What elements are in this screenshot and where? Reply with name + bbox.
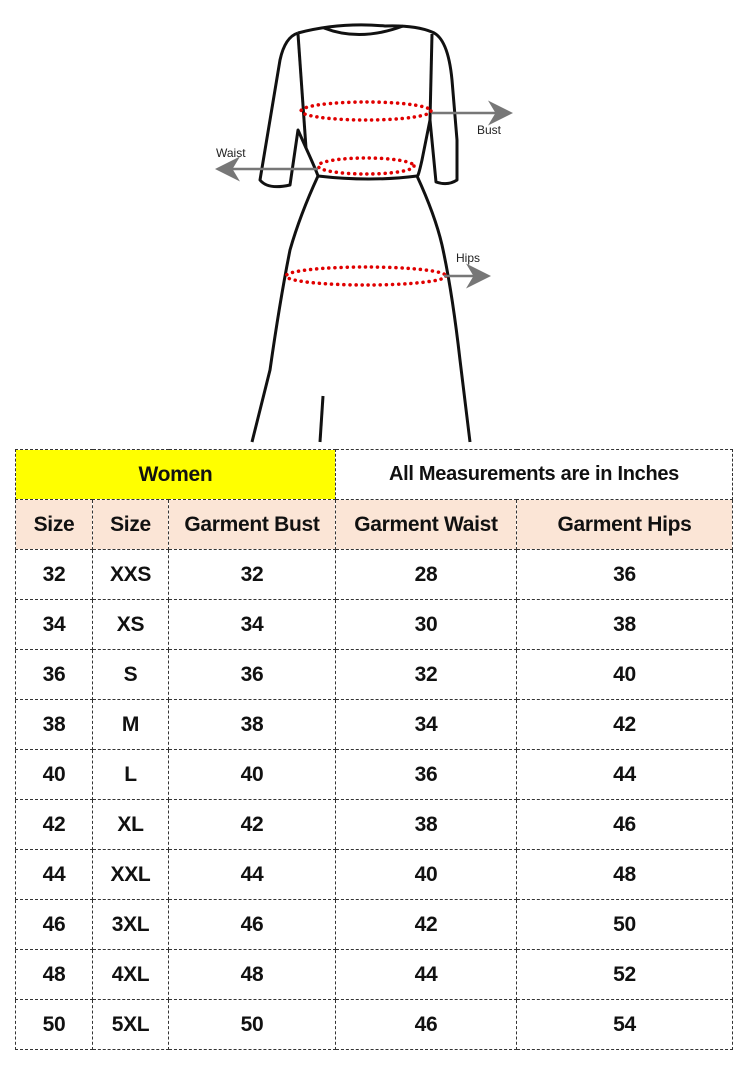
- table-cell: 32: [15, 549, 93, 600]
- table-cell: 42: [515, 699, 734, 750]
- table-cell: 48: [515, 849, 734, 900]
- table-cell: 46: [335, 999, 517, 1050]
- table-cell: 50: [515, 899, 734, 950]
- table-row: 34 XS 34 30 38: [15, 599, 734, 650]
- table-cell: 40: [15, 749, 93, 800]
- table-cell: 44: [15, 849, 93, 900]
- dress-measurement-diagram: Bust Waist Hips: [215, 23, 513, 443]
- table-cell: XS: [92, 599, 169, 650]
- bust-label: Bust: [477, 123, 502, 137]
- table-cell: XXS: [92, 549, 169, 600]
- waist-label: Waist: [216, 146, 246, 160]
- units-note: All Measurements are in Inches: [334, 449, 734, 500]
- table-cell: XXL: [92, 849, 169, 900]
- table-row: 36 S 36 32 40: [15, 649, 734, 700]
- table-cell: 48: [168, 949, 336, 1000]
- table-cell: 36: [335, 749, 517, 800]
- column-header: Garment Waist: [335, 499, 517, 550]
- table-cell: 34: [15, 599, 93, 650]
- table-cell: 46: [515, 799, 734, 850]
- table-cell: XL: [92, 799, 169, 850]
- table-cell: 44: [168, 849, 336, 900]
- table-cell: 46: [15, 899, 93, 950]
- table-row: 42 XL 42 38 46: [15, 799, 734, 850]
- table-cell: 42: [168, 799, 336, 850]
- table-cell: 36: [168, 649, 336, 700]
- table-cell: 38: [168, 699, 336, 750]
- table-row: 50 5XL 50 46 54: [15, 999, 734, 1050]
- table-cell: 36: [15, 649, 93, 700]
- hips-label: Hips: [456, 251, 480, 265]
- table-cell: 34: [335, 699, 517, 750]
- table-cell: 3XL: [92, 899, 169, 950]
- table-cell: 42: [15, 799, 93, 850]
- table-cell: 52: [515, 949, 734, 1000]
- column-header: Size: [15, 499, 93, 550]
- table-cell: 38: [515, 599, 734, 650]
- table-cell: 40: [335, 849, 517, 900]
- table-cell: S: [92, 649, 169, 700]
- table-cell: 44: [335, 949, 517, 1000]
- table-cell: 32: [168, 549, 336, 600]
- table-cell: 5XL: [92, 999, 169, 1050]
- table-cell: 38: [335, 799, 517, 850]
- column-header: Size: [92, 499, 169, 550]
- table-cell: 36: [515, 549, 734, 600]
- table-cell: M: [92, 699, 169, 750]
- dress-outline: [250, 23, 472, 443]
- table-cell: 40: [168, 749, 336, 800]
- title-row: Women All Measurements are in Inches: [15, 449, 734, 500]
- size-chart-table: Women All Measurements are in Inches Siz…: [15, 449, 734, 1050]
- table-row: 48 4XL 48 44 52: [15, 949, 734, 1000]
- table-cell: 32: [335, 649, 517, 700]
- table-cell: L: [92, 749, 169, 800]
- table-cell: 4XL: [92, 949, 169, 1000]
- column-header: Garment Hips: [515, 499, 734, 550]
- table-row: 38 M 38 34 42: [15, 699, 734, 750]
- table-row: 40 L 40 36 44: [15, 749, 734, 800]
- table-cell: 38: [15, 699, 93, 750]
- table-cell: 42: [335, 899, 517, 950]
- table-title: Women: [15, 449, 336, 500]
- table-cell: 48: [15, 949, 93, 1000]
- measurement-arrows: [215, 100, 513, 289]
- table-cell: 50: [168, 999, 336, 1050]
- table-cell: 28: [335, 549, 517, 600]
- table-row: 44 XXL 44 40 48: [15, 849, 734, 900]
- table-cell: 50: [15, 999, 93, 1050]
- header-row: Size Size Garment Bust Garment Waist Garment…: [15, 499, 734, 550]
- table-cell: 44: [515, 749, 734, 800]
- table-cell: 30: [335, 599, 517, 650]
- table-cell: 54: [515, 999, 734, 1050]
- table-row: 46 3XL 46 42 50: [15, 899, 734, 950]
- table-cell: 40: [515, 649, 734, 700]
- table-cell: 46: [168, 899, 336, 950]
- column-header: Garment Bust: [168, 499, 336, 550]
- table-cell: 34: [168, 599, 336, 650]
- table-row: 32 XXS 32 28 36: [15, 549, 734, 600]
